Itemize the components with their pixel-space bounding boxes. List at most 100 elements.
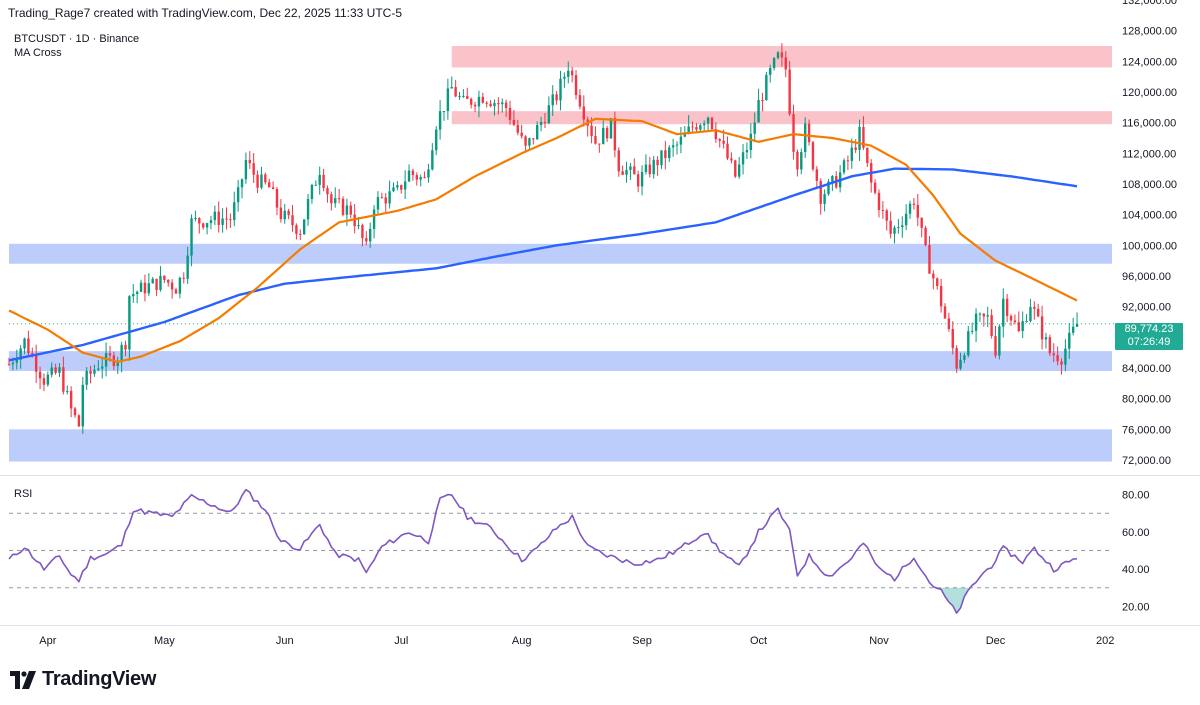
candle-body [803,123,807,153]
last-price-value: 89,774.23 [1124,323,1174,335]
candle-body [1048,337,1052,354]
candle-body [932,273,935,279]
candle-body [322,174,325,189]
candle-body [34,355,38,372]
candle-body [69,390,73,409]
candle-body [287,210,290,216]
candle-body [792,114,795,152]
candle-body [943,306,947,319]
price-tick-label: 124,000.00 [1122,56,1177,68]
candle-body [372,209,376,229]
price-tick-label: 72,000.00 [1122,455,1171,467]
candle-body [489,103,492,107]
candle-body [295,225,298,234]
candle-body [640,171,644,187]
candle-body [135,291,139,294]
candle-body [679,136,683,145]
candle-body [532,138,535,140]
candle-body [710,117,714,130]
price-tick-label: 104,000.00 [1122,210,1177,222]
candle-body [1009,315,1013,321]
candle-body [124,344,127,350]
candle-body [1037,308,1040,317]
candle-body [147,283,151,294]
candle-body [446,88,450,112]
candle-body [194,218,197,220]
candle-body [283,210,286,220]
candle-body [605,127,609,139]
rsi-tick-label: 20.00 [1122,601,1150,613]
candle-body [1002,298,1005,327]
candle-body [151,278,154,284]
candle-body [27,338,30,354]
candle-body [908,203,912,214]
candle-body [1033,306,1036,309]
candle-body [893,227,896,234]
candle-body [330,194,333,204]
support-zone-4 [9,429,1112,462]
candle-body [520,132,523,137]
candle-body [481,96,485,103]
candle-body [419,177,422,180]
candle-body [753,122,756,134]
candle-body [687,126,690,133]
candle-body [268,182,271,188]
candle-body [970,330,974,332]
candle-body [706,117,710,124]
candle-body [881,210,885,212]
price-tick-label: 80,000.00 [1122,394,1171,406]
candle-body [341,198,345,215]
candle-body [139,282,143,292]
price-tick-label: 132,000.00 [1122,0,1177,7]
candle-body [959,359,962,369]
candle-body [539,121,543,126]
indicator-label: MA Cross [14,47,62,59]
candle-body [81,384,84,427]
candle-body [469,98,473,105]
candle-body [885,210,888,221]
candle-body [209,220,213,224]
candle-body [702,123,706,126]
candle-body [190,218,193,256]
candle-body [1017,322,1020,332]
candle-body [889,220,892,234]
candle-body [776,52,780,59]
candle-body [182,277,185,279]
candle-body [990,315,993,337]
candle-body [485,102,488,104]
price-chart[interactable]: 72,000.0076,000.0080,000.0084,000.0088,0… [0,0,1200,660]
candle-body [248,160,251,164]
logo-text: TradingView [42,668,157,690]
candle-body [454,86,457,97]
tradingview-logo-icon [10,670,36,689]
candle-body [757,100,760,123]
candle-body [512,119,516,125]
candle-body [66,390,69,392]
candle-body [252,163,255,175]
price-tick-label: 76,000.00 [1122,424,1171,436]
candle-body [132,293,135,297]
candle-body [504,102,508,108]
candle-body [788,69,791,115]
tradingview-logo[interactable]: TradingView [10,668,156,691]
candle-body [240,179,244,188]
price-tick-label: 96,000.00 [1122,271,1171,283]
candle-body [244,160,248,180]
candle-body [904,213,908,226]
chart-legend: BTCUSDT · 1D · Binance MA Cross [14,32,139,60]
candle-body [435,129,438,151]
candle-body [221,218,224,225]
candle-body [236,187,240,203]
candle-body [376,197,380,210]
candle-body [473,104,477,107]
candle-body [811,142,815,170]
candle-body [769,68,772,75]
candle-body [920,217,923,228]
candle-body [602,127,605,145]
candle-body [508,107,512,120]
candle-body [726,143,729,159]
candle-body [7,364,11,366]
candle-body [264,174,267,183]
candle-body [163,275,166,280]
candle-body [427,169,430,178]
